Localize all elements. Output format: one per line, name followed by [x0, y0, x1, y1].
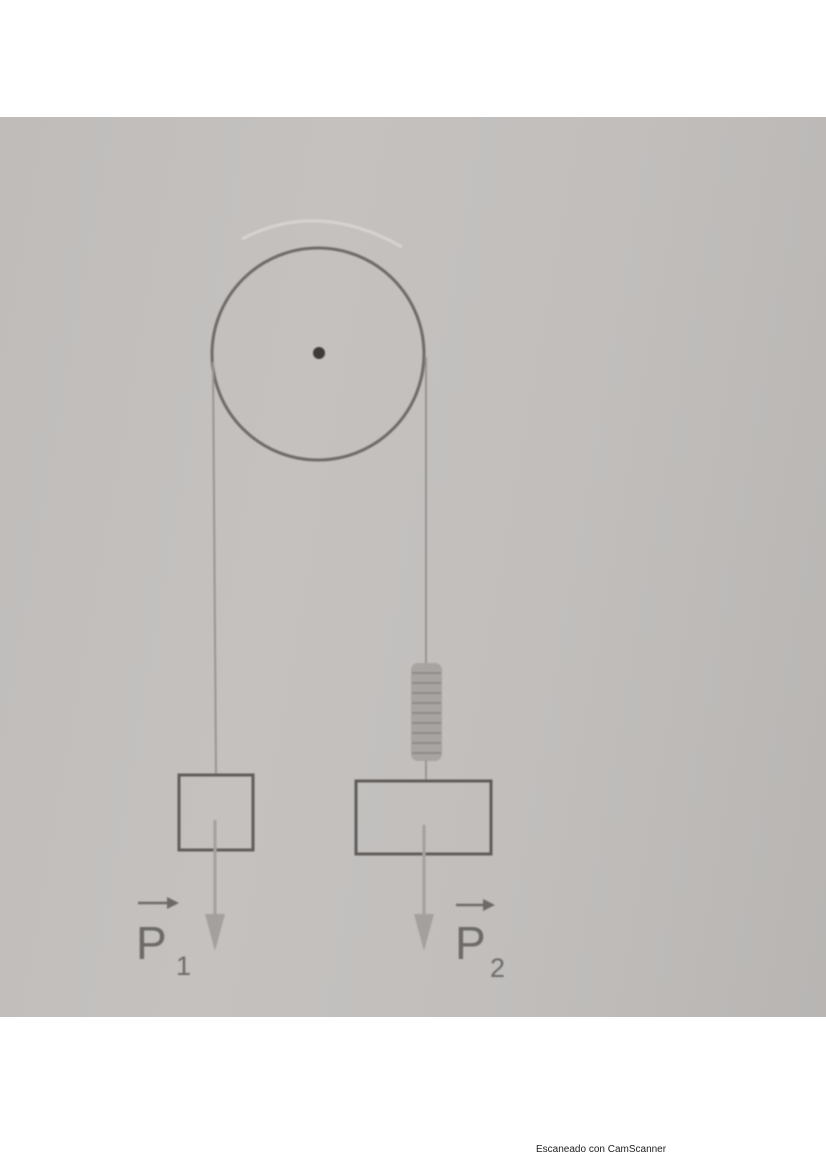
vector-label-p1: P 1 — [136, 897, 191, 981]
scanner-watermark: Escaneado con CamScanner — [536, 1144, 667, 1155]
left-rope — [212, 361, 217, 776]
p1-subscript: 1 — [176, 951, 191, 981]
pulley-axle — [313, 347, 325, 359]
scanned-photo: P 1 P 2 — [0, 117, 826, 1017]
pulley-mount-arc — [241, 219, 403, 249]
p1-letter: P — [136, 917, 167, 969]
vector-label-p2: P 2 — [455, 899, 505, 983]
spring — [411, 663, 442, 761]
pulley-wheel — [210, 246, 426, 462]
pulley-diagram: P 1 P 2 — [136, 219, 505, 983]
p2-letter: P — [455, 917, 486, 969]
p2-subscript: 2 — [490, 953, 505, 983]
weight-arrow-2-head — [414, 914, 434, 951]
weight-arrow-1-head — [205, 914, 225, 951]
